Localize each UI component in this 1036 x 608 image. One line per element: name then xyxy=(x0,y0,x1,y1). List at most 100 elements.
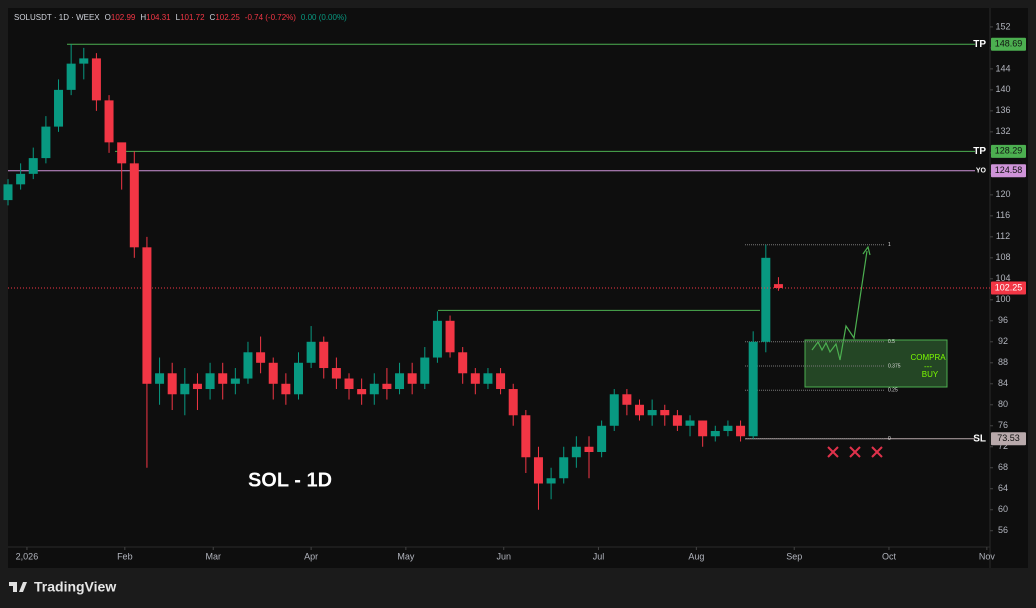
x-tick-label: Feb xyxy=(117,551,133,561)
candle-body xyxy=(180,383,190,395)
annotation: SOL - 1D xyxy=(248,469,332,491)
last-price: 102.25 xyxy=(995,282,1023,292)
y-tick-label: 144 xyxy=(995,63,1010,73)
candle-body xyxy=(369,383,379,395)
candle-body xyxy=(546,478,556,484)
level-price-box xyxy=(991,432,1026,446)
candle-body xyxy=(117,142,127,164)
candle-body xyxy=(268,362,278,384)
candle-body xyxy=(28,158,38,174)
y-tick-label: 120 xyxy=(995,189,1010,199)
projection-arrowhead xyxy=(862,245,871,256)
y-tick-label: 96 xyxy=(998,315,1008,325)
candle-body xyxy=(748,341,758,437)
candle-body xyxy=(647,410,657,416)
y-tick-label: 88 xyxy=(998,357,1008,367)
x-tick-label: May xyxy=(397,551,415,561)
y-tick-label: 104 xyxy=(995,273,1010,283)
header-item: C xyxy=(210,13,216,22)
y-tick-label: 116 xyxy=(996,210,1010,220)
y-tick-label: 68 xyxy=(998,462,1008,472)
brand: TradingView xyxy=(9,579,116,595)
zone-text: --- xyxy=(924,362,932,371)
header-item: O xyxy=(105,13,111,22)
candle-body xyxy=(155,373,165,384)
candle-body xyxy=(508,389,518,416)
header-item: -0.74 (-0.72%) xyxy=(245,13,296,22)
candle-body xyxy=(91,58,101,101)
header-item: SOLUSDT · 1D · WEEX xyxy=(14,13,100,22)
y-tick-label: 112 xyxy=(996,231,1010,241)
last-price-box xyxy=(991,281,1026,295)
candle-body xyxy=(281,383,291,395)
x-tick-label: 2,026 xyxy=(16,551,39,561)
header: SOLUSDT · 1D · WEEX O102.99 H104.31 L101.72… xyxy=(14,13,347,22)
x-tick-label: Jul xyxy=(593,551,605,561)
candle-body xyxy=(79,58,89,64)
candle-body xyxy=(205,373,215,390)
candle-body xyxy=(293,362,303,395)
header-item: 0.00 (0.00%) xyxy=(301,13,347,22)
level-price: 148.69 xyxy=(995,39,1023,49)
y-tick-label: 76 xyxy=(998,420,1008,430)
candle-body xyxy=(357,389,367,395)
brand-text: TradingView xyxy=(34,579,116,595)
candle-body xyxy=(533,457,543,484)
candle-body xyxy=(685,420,695,426)
y-tick-label: 100 xyxy=(995,294,1010,304)
level-price: 124.58 xyxy=(995,165,1023,175)
fib-label: 0 xyxy=(888,436,891,442)
candle-body xyxy=(344,378,354,390)
candle-body xyxy=(16,173,26,185)
candle-body xyxy=(483,373,493,384)
candle-body xyxy=(773,284,783,288)
x-tick-label: Mar xyxy=(205,551,221,561)
candle-body xyxy=(445,320,455,353)
candle-body xyxy=(306,341,316,363)
candle-body xyxy=(395,373,405,390)
candle-body xyxy=(382,383,392,390)
candle-body xyxy=(41,126,51,159)
y-tick-label: 152 xyxy=(995,21,1010,31)
fib-label: 0.25 xyxy=(888,388,898,394)
level-price-box xyxy=(991,164,1026,178)
candle-body xyxy=(319,341,329,369)
y-tick-label: 132 xyxy=(995,126,1010,136)
x-tick-label: Jun xyxy=(496,551,511,561)
y-tick-label: 72 xyxy=(998,441,1008,451)
candle-body xyxy=(660,410,670,416)
level-label: YO xyxy=(976,168,987,175)
projection-path xyxy=(811,250,868,361)
candle-body xyxy=(470,373,480,384)
y-tick-label: 60 xyxy=(998,504,1008,514)
candle-body xyxy=(761,257,771,342)
candle-body xyxy=(559,457,569,479)
candle-body xyxy=(243,352,253,379)
level-price-box xyxy=(991,37,1026,51)
header-item: L xyxy=(176,13,181,22)
candle-body xyxy=(609,394,619,426)
header-item: 102.99 xyxy=(111,13,136,22)
candle-body xyxy=(432,320,442,358)
candle-body xyxy=(104,100,114,143)
header-item: 101.72 xyxy=(180,13,205,22)
candle-body xyxy=(54,89,64,127)
y-tick-label: 56 xyxy=(998,525,1008,535)
invalid-marks xyxy=(827,446,883,458)
candle-body xyxy=(256,352,266,363)
candle-body xyxy=(3,184,13,201)
level-price: 73.53 xyxy=(997,433,1020,443)
header-item: H xyxy=(140,13,146,22)
y-tick-label: 92 xyxy=(998,336,1008,346)
level-label: TP xyxy=(973,146,986,157)
fib-label: 1 xyxy=(888,242,891,248)
candle-body xyxy=(66,63,76,90)
level-price-box xyxy=(991,144,1026,158)
header-item: 104.31 xyxy=(146,13,171,22)
candle-body xyxy=(218,373,228,384)
candle-body xyxy=(571,446,581,458)
candle-body xyxy=(635,404,645,416)
candle-body xyxy=(584,446,594,453)
candle-body xyxy=(230,378,240,384)
